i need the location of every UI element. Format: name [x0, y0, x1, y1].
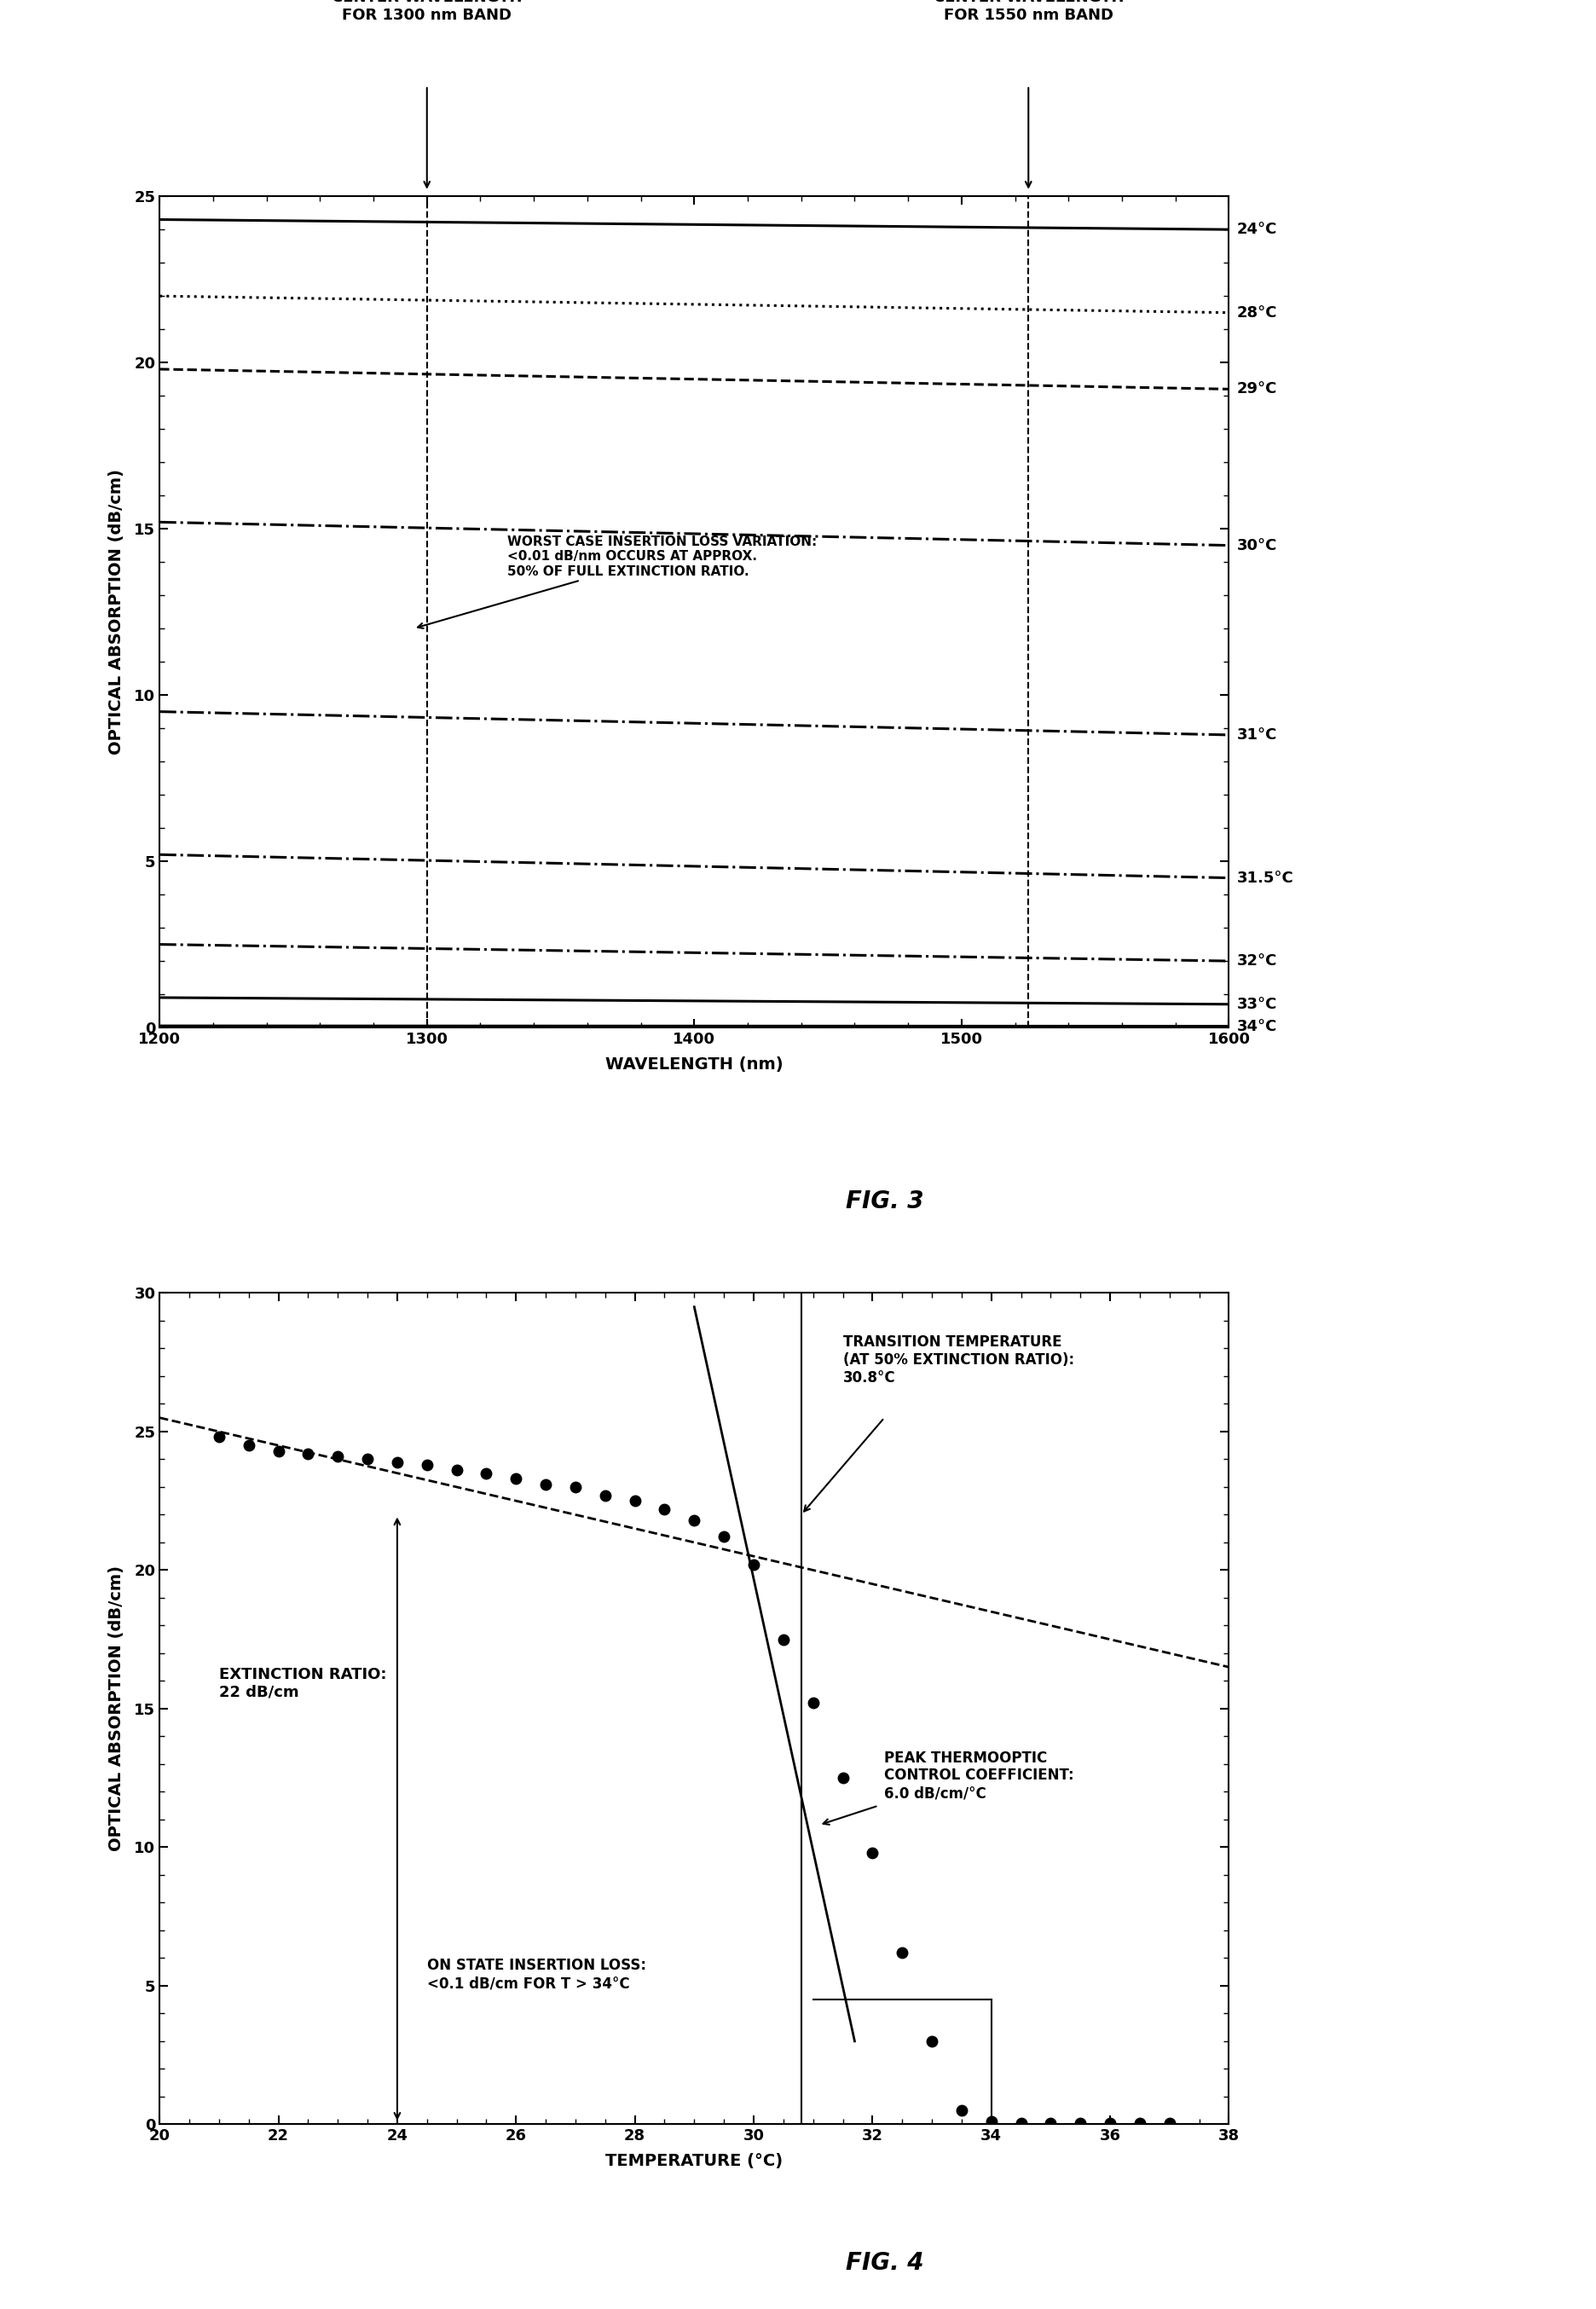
- Text: CENTER WAVELENGTH
FOR 1300 nm BAND: CENTER WAVELENGTH FOR 1300 nm BAND: [332, 0, 522, 23]
- Text: FIG. 3: FIG. 3: [846, 1189, 924, 1212]
- X-axis label: TEMPERATURE (°C): TEMPERATURE (°C): [605, 2154, 784, 2170]
- Text: TRANSITION TEMPERATURE
(AT 50% EXTINCTION RATIO):
30.8°C: TRANSITION TEMPERATURE (AT 50% EXTINCTIO…: [843, 1335, 1074, 1385]
- Text: 32°C: 32°C: [1237, 954, 1277, 970]
- X-axis label: WAVELENGTH (nm): WAVELENGTH (nm): [605, 1058, 784, 1074]
- Text: PEAK THERMOOPTIC
CONTROL COEFFICIENT:
6.0 dB/cm/°C: PEAK THERMOOPTIC CONTROL COEFFICIENT: 6.…: [884, 1750, 1074, 1801]
- Text: 30°C: 30°C: [1237, 538, 1277, 554]
- Text: CENTER WAVELENGTH
FOR 1550 nm BAND: CENTER WAVELENGTH FOR 1550 nm BAND: [934, 0, 1124, 23]
- Text: WORST CASE INSERTION LOSS VARIATION:
<0.01 dB/nm OCCURS AT APPROX.
50% OF FULL E: WORST CASE INSERTION LOSS VARIATION: <0.…: [418, 536, 817, 628]
- Text: 28°C: 28°C: [1237, 305, 1277, 321]
- Text: 31.5°C: 31.5°C: [1237, 870, 1294, 887]
- Text: ON STATE INSERTION LOSS:
<0.1 dB/cm FOR T > 34°C: ON STATE INSERTION LOSS: <0.1 dB/cm FOR …: [426, 1958, 646, 1990]
- Y-axis label: OPTICAL ABSORPTION (dB/cm): OPTICAL ABSORPTION (dB/cm): [109, 1566, 124, 1852]
- Text: 33°C: 33°C: [1237, 997, 1277, 1011]
- Y-axis label: OPTICAL ABSORPTION (dB/cm): OPTICAL ABSORPTION (dB/cm): [109, 469, 124, 755]
- Text: 24°C: 24°C: [1237, 222, 1277, 238]
- Text: 31°C: 31°C: [1237, 727, 1277, 743]
- Text: EXTINCTION RATIO:
22 dB/cm: EXTINCTION RATIO: 22 dB/cm: [219, 1667, 386, 1699]
- Text: FIG. 4: FIG. 4: [846, 2251, 924, 2274]
- Text: 34°C: 34°C: [1237, 1018, 1277, 1034]
- Text: 29°C: 29°C: [1237, 381, 1277, 397]
